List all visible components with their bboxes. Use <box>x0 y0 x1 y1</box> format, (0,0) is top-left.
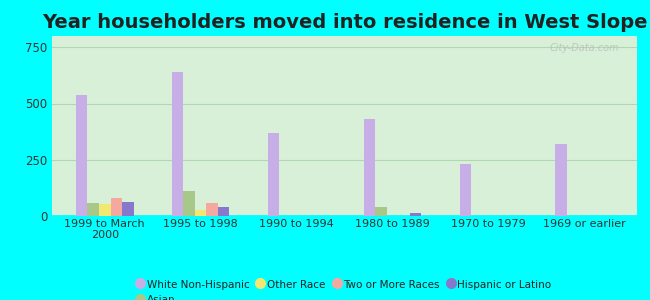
Text: City-Data.com: City-Data.com <box>550 43 619 53</box>
Bar <box>88 202 99 216</box>
Bar <box>111 198 122 216</box>
Bar <box>268 133 280 216</box>
Bar <box>460 164 471 216</box>
Bar <box>195 210 207 216</box>
Bar <box>183 191 195 216</box>
Bar <box>556 144 567 216</box>
Bar <box>364 119 375 216</box>
Bar <box>410 213 421 216</box>
Bar <box>122 202 133 216</box>
Bar <box>375 207 387 216</box>
Legend: White Non-Hispanic, Asian, Other Race, Two or More Races, Hispanic or Latino: White Non-Hispanic, Asian, Other Race, T… <box>133 275 556 300</box>
Bar <box>207 203 218 216</box>
Title: Year householders moved into residence in West Slope: Year householders moved into residence i… <box>42 13 647 32</box>
Bar <box>76 94 88 216</box>
Bar <box>172 72 183 216</box>
Bar <box>218 208 229 216</box>
Bar <box>99 204 110 216</box>
